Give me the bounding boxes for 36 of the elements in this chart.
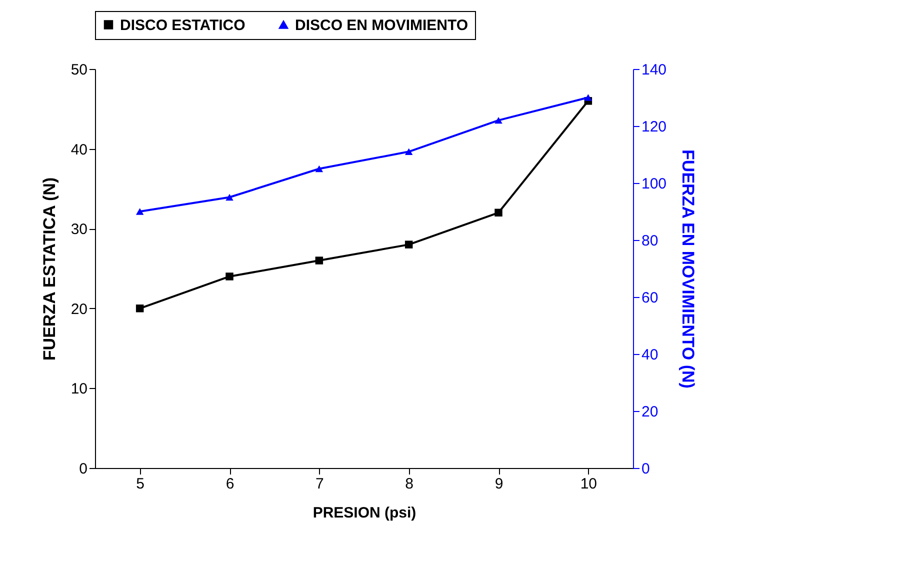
legend-label: DISCO EN MOVIMIENTO — [295, 16, 468, 34]
y-tick-label: 30 — [70, 221, 88, 238]
x-tick-label: 6 — [226, 476, 234, 492]
y2-tick-label: 120 — [642, 118, 667, 136]
x-tick-label: 9 — [494, 476, 504, 492]
y2-axis-title: FUERZA EN MOVIMIENTO (N) — [678, 150, 698, 388]
y-tick-label: 20 — [70, 300, 88, 318]
point — [494, 208, 502, 217]
y2-tick-label: 40 — [642, 346, 658, 364]
point — [315, 256, 324, 264]
point — [584, 94, 592, 101]
point — [404, 240, 413, 248]
y-axis-title: FUERZA ESTATICA (N) — [40, 177, 59, 361]
point — [494, 116, 502, 124]
y2-tick-label: 0 — [642, 460, 650, 478]
y-tick-label: 10 — [70, 380, 88, 398]
point — [226, 272, 234, 280]
y-tick-label: 50 — [70, 62, 88, 78]
y-tick-label: 0 — [79, 460, 88, 478]
y2-tick-label: 140 — [642, 62, 667, 78]
y-tick-label: 40 — [70, 141, 88, 158]
y2-tick-label: 20 — [642, 404, 658, 420]
x-tick-label: 5 — [136, 476, 145, 492]
y2-tick-label: 100 — [642, 176, 667, 192]
y2-tick-label: 80 — [642, 232, 658, 250]
legend-label: DISCO ESTATICO — [120, 16, 246, 34]
point — [136, 304, 144, 312]
x-tick-label: 7 — [315, 476, 324, 492]
x-tick-label: 10 — [580, 476, 598, 492]
point — [404, 148, 413, 156]
point — [315, 165, 324, 172]
y2-tick-label: 60 — [642, 290, 658, 306]
x-axis-title: PRESION (psi) — [312, 504, 416, 522]
point — [226, 194, 234, 201]
x-tick-label: 8 — [405, 476, 414, 492]
point — [136, 208, 144, 215]
